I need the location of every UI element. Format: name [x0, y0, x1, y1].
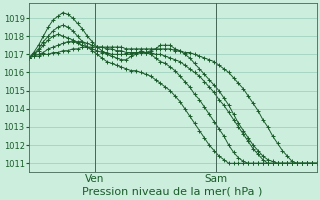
X-axis label: Pression niveau de la mer( hPa ): Pression niveau de la mer( hPa ): [83, 187, 263, 197]
